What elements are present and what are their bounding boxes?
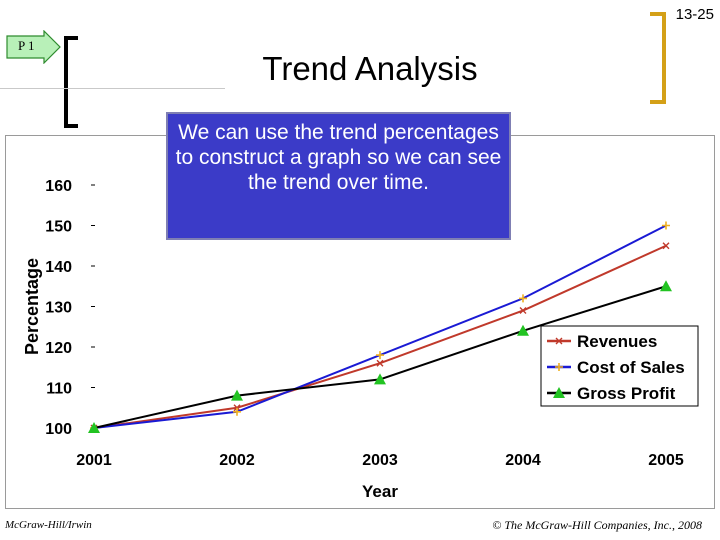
gross-profit-point (517, 324, 529, 336)
y-tick-label: 160 (45, 178, 72, 195)
y-tick-label: 150 (45, 219, 72, 236)
legend-label: Revenues (577, 332, 657, 351)
x-tick-label: 2004 (505, 452, 541, 469)
revenues-point (662, 242, 670, 250)
cost-of-sales-point (376, 351, 384, 360)
x-axis-title: Year (362, 482, 398, 501)
slide-number: 13-25 (675, 6, 714, 23)
gross-profit-point (231, 389, 243, 401)
y-tick-label: 130 (45, 300, 72, 317)
y-tick-label: 100 (45, 421, 72, 438)
x-tick-label: 2003 (362, 452, 398, 469)
callout-box: We can use the trend percentages to cons… (166, 112, 511, 240)
x-tick-label: 2005 (648, 452, 684, 469)
legend-label: Gross Profit (577, 384, 676, 403)
title-bracket-left (64, 36, 78, 128)
revenues-point (233, 404, 241, 412)
x-tick-label: 2001 (76, 452, 112, 469)
footer-publisher: McGraw-Hill/Irwin (5, 519, 92, 531)
x-tick-label: 2002 (219, 452, 255, 469)
cost-of-sales-point (519, 294, 527, 303)
gross-profit-point (660, 280, 672, 292)
gross-profit-point (88, 422, 100, 433)
y-tick-label: 110 (46, 381, 72, 398)
y-tick-label: 140 (45, 259, 72, 276)
footer-copyright: © The McGraw-Hill Companies, Inc., 2008 (492, 518, 702, 532)
objective-label: P 1 (18, 38, 35, 53)
legend-label: Cost of Sales (577, 358, 685, 377)
legend-marker (555, 337, 563, 345)
slide-title: Trend Analysis (262, 50, 478, 87)
objective-arrow-tag: P 1 (6, 30, 62, 64)
chart-frame: 100 110 120 130 140 150 160 2001 2002 2003 2004 200… (5, 135, 715, 509)
arrow-tag-icon (6, 30, 61, 64)
cost-of-sales-point (662, 221, 670, 230)
revenues-point (376, 359, 384, 367)
legend-marker (555, 363, 563, 371)
y-axis-title: Percentage (22, 258, 42, 355)
trend-line-chart: 100 110 120 130 140 150 160 2001 2002 2003 2004 200… (22, 178, 699, 501)
cost-of-sales-point (233, 407, 241, 416)
title-divider (0, 88, 225, 89)
revenues-point (519, 307, 527, 315)
legend-marker (553, 387, 565, 398)
gross-profit-point (374, 373, 386, 385)
y-tick-label: 120 (45, 340, 72, 357)
title-bracket-right (650, 12, 666, 104)
